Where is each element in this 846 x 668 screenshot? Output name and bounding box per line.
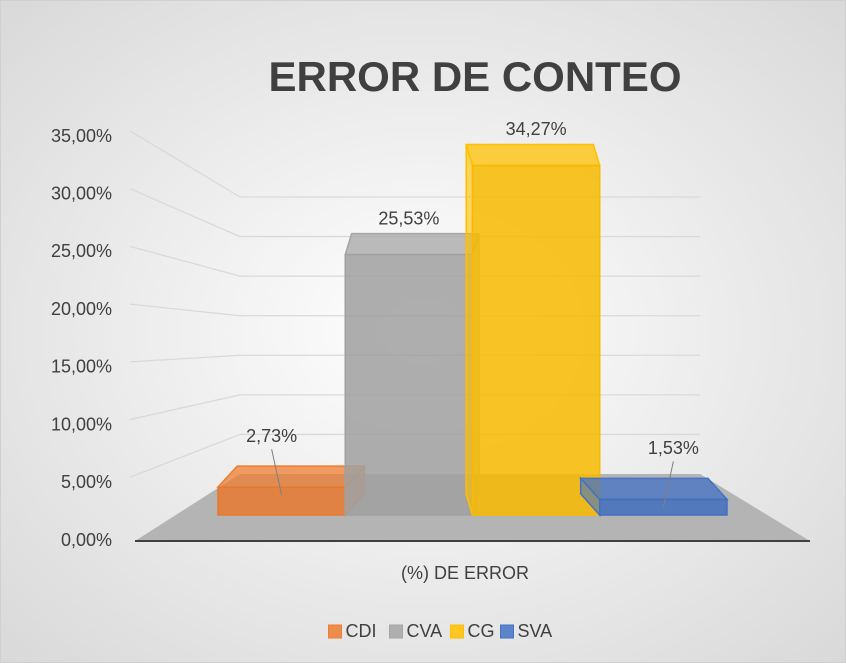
bar [579,476,729,517]
bar-top [465,143,601,167]
bar-front [217,486,346,516]
y-tick-label: 25,00% [51,241,112,261]
bar-front [471,164,601,516]
legend-swatch [500,624,514,639]
y-tick-label: 30,00% [51,183,112,203]
bar [344,232,480,516]
data-label: 25,53% [378,208,439,228]
y-tick-label: 10,00% [51,414,112,434]
data-label: 34,27% [506,119,567,139]
bar [216,464,367,517]
bar-top [579,477,729,501]
legend-swatch [328,624,342,639]
leader-line [271,449,283,496]
bar-top [344,232,480,256]
x-tick-label: (%) DE ERROR [401,563,529,583]
y-tick-label: 15,00% [51,357,112,377]
chart-title: ERROR DE CONTEO [268,53,681,100]
y-tick-label: 5,00% [61,472,112,492]
y-tick-label: 20,00% [51,299,112,319]
bar-front [344,253,474,516]
bar-side [465,144,474,516]
y-tick-label: 35,00% [51,126,112,146]
legend-label: CDI [346,621,377,641]
data-label: 2,73% [246,426,297,446]
legend-swatch [450,624,464,639]
leader-line [662,461,674,508]
legend-label: SVA [518,621,553,641]
legend-label: CG [468,621,495,641]
data-label: 1,53% [648,438,699,458]
legend-label: CVA [407,621,443,641]
legend-swatch [389,624,403,639]
bar [465,143,601,516]
y-tick-label: 0,00% [61,530,112,550]
bar-top [216,465,367,488]
